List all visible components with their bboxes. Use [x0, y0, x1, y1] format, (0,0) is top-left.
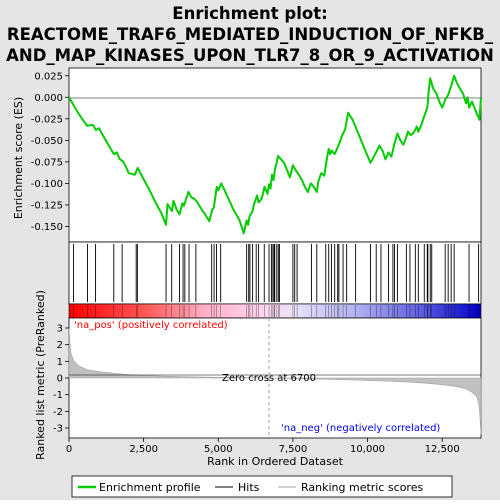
es-plot-area: [68, 67, 482, 243]
es-y-tick-label: -0.075: [31, 157, 63, 168]
ranked-y-tick-label: 1: [57, 357, 63, 368]
legend-box: [71, 475, 453, 498]
ranked-x-tick-label: 10,000: [350, 444, 385, 455]
ranked-x-tick-label: 12,500: [425, 444, 460, 455]
enrichment-profile-line: [68, 74, 482, 235]
ranked-y-tick-label: -1: [53, 390, 63, 401]
es-y-tick-label: 0.000: [34, 93, 63, 104]
legend-hits-label: Hits: [238, 481, 260, 494]
es-y-axis-label: Enrichment score (ES): [12, 97, 25, 219]
legend-ranking-metric-label: Ranking metric scores: [301, 481, 423, 494]
es-y-ticks: 0.025 0.000 -0.025 -0.050 -0.075 -0.100 -0.125…: [31, 71, 69, 233]
chart-title-line-2: REACTOME_TRAF6_MEDIATED_INDUCTION_OF_NFK…: [7, 25, 494, 44]
negative-correlation-label: 'na_neg' (negatively correlated): [281, 423, 440, 434]
ranked-y-ticks: 3 2 1 0 -1 -2 -3: [53, 324, 69, 435]
es-y-tick-label: 0.025: [34, 71, 63, 82]
legend-enrichment-profile-label: Enrichment profile: [99, 481, 201, 494]
rank-color-bar: [68, 303, 482, 319]
chart-title-line-1: Enrichment plot:: [172, 4, 327, 23]
chart-title-line-3: AND_MAP_KINASES_UPON_TLR7_8_OR_9_ACTIVAT…: [6, 46, 494, 65]
ranked-x-tick-label: 0: [66, 444, 72, 455]
hit-markers: [73, 244, 480, 302]
ranking-metric-area: [68, 327, 482, 435]
ranked-x-tick-label: 7,500: [279, 444, 308, 455]
es-y-tick-label: -0.125: [31, 200, 63, 211]
ranked-y-axis-label: Ranked list metric (PreRanked): [34, 290, 47, 460]
ranked-y-tick-label: 0: [57, 374, 63, 385]
ranked-y-tick-label: 2: [57, 340, 63, 351]
ranked-x-axis-label: Rank in Ordered Dataset: [207, 455, 344, 468]
ranked-y-tick-label: -3: [53, 424, 63, 435]
es-y-tick-label: -0.050: [31, 136, 63, 147]
es-y-tick-label: -0.150: [31, 222, 63, 233]
zero-cross-label: Zero cross at 6700: [222, 373, 316, 384]
ranked-x-tick-label: 2,500: [129, 444, 158, 455]
es-y-tick-label: -0.100: [31, 179, 63, 190]
ranked-x-ticks: 0 2,500 5,000 7,500 10,000 12,500: [66, 438, 460, 455]
ranked-y-tick-label: -2: [53, 407, 63, 418]
es-y-tick-label: -0.025: [31, 114, 63, 125]
positive-correlation-label: 'na_pos' (positively correlated): [74, 320, 228, 331]
ranked-x-tick-label: 5,000: [204, 444, 233, 455]
rank-bar-hit-ticks: [73, 305, 479, 317]
ranked-y-tick-label: 3: [57, 324, 63, 335]
